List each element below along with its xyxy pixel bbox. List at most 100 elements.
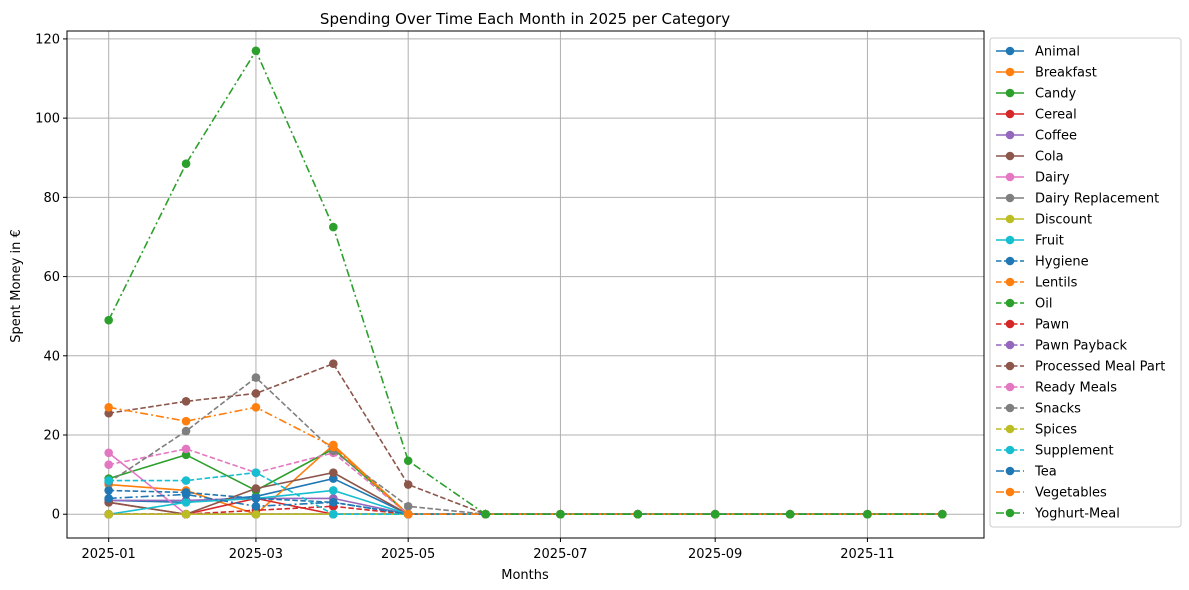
legend-marker — [1005, 67, 1015, 77]
legend-marker — [1005, 172, 1015, 182]
legend-label: Cola — [1035, 150, 1064, 165]
legend-entry: Supplement — [996, 444, 1114, 459]
data-point — [181, 476, 191, 485]
data-point — [104, 486, 113, 495]
y-tick-label: 40 — [43, 349, 60, 364]
y-tick-label: 80 — [43, 191, 60, 206]
data-point — [329, 474, 338, 483]
legend-marker — [1005, 46, 1015, 56]
data-point — [104, 315, 113, 325]
data-point — [104, 402, 113, 412]
y-tick-label: 0 — [52, 508, 60, 523]
data-point — [329, 486, 338, 495]
legend-label: Cereal — [1035, 108, 1077, 123]
data-point — [104, 476, 113, 485]
data-point — [181, 444, 191, 454]
legend-label: Animal — [1035, 45, 1080, 60]
x-tick-label: 2025-09 — [688, 547, 742, 562]
series-ready-meals — [104, 444, 947, 519]
legend-entry: Dairy — [996, 171, 1070, 186]
legend-label: Breakfast — [1035, 66, 1097, 81]
series-line — [108, 489, 943, 516]
data-point — [181, 509, 191, 519]
legend-entry: Cereal — [996, 108, 1077, 123]
legend-label: Dairy — [1035, 171, 1070, 186]
legend-marker — [1005, 193, 1015, 203]
legend-marker — [1005, 445, 1015, 455]
x-tick-label: 2025-03 — [229, 547, 283, 562]
legend-entry: Cola — [996, 150, 1064, 165]
series-dairy — [104, 448, 947, 519]
legend-label: Candy — [1035, 87, 1077, 102]
legend-label: Hygiene — [1035, 255, 1089, 270]
legend-label: Ready Meals — [1035, 381, 1117, 396]
data-point — [863, 509, 872, 519]
data-point — [329, 498, 338, 507]
data-point — [104, 460, 113, 470]
series-processed-meal-part — [104, 359, 947, 519]
x-tick-label: 2025-11 — [840, 547, 894, 562]
legend-entry: Coffee — [996, 129, 1077, 144]
series-breakfast — [104, 440, 947, 519]
legend-entry: Processed Meal Part — [996, 360, 1165, 375]
data-point — [329, 359, 338, 369]
legend-marker — [1005, 340, 1015, 350]
legend-marker — [1005, 109, 1015, 119]
series-line — [108, 447, 943, 516]
data-point — [104, 448, 113, 458]
series-line — [108, 376, 943, 516]
legend-label: Tea — [1034, 465, 1057, 480]
data-point — [633, 509, 643, 519]
x-tick-label: 2025-01 — [82, 547, 136, 562]
legend-marker — [1005, 256, 1015, 266]
legend-label: Pawn — [1035, 318, 1069, 333]
data-point — [251, 373, 261, 382]
data-point — [329, 442, 338, 452]
legend-entry: Fruit — [996, 234, 1064, 249]
data-point — [181, 498, 191, 507]
data-point — [403, 509, 413, 519]
legend-marker — [1005, 508, 1015, 518]
legend-entry: Tea — [996, 465, 1057, 480]
legend-label: Oil — [1035, 297, 1052, 312]
legend-entry: Discount — [996, 213, 1092, 228]
x-tick-label: 2025-07 — [533, 547, 587, 562]
legend-frame — [989, 37, 1182, 528]
legend-label: Lentils — [1035, 276, 1078, 291]
data-point — [251, 484, 261, 493]
legend-label: Fruit — [1035, 234, 1064, 249]
y-axis-label: Spent Money in € — [9, 229, 24, 342]
data-point — [556, 509, 565, 519]
legend-entry: Lentils — [996, 276, 1078, 291]
legend-label: Processed Meal Part — [1035, 360, 1165, 375]
legend-label: Discount — [1035, 213, 1092, 228]
series-layer — [104, 46, 947, 519]
legend-marker — [1005, 214, 1015, 224]
axis-ticks: 0 20 40 60 80 100 120 2025-01 2025-03 2025-05 2025… — [35, 32, 894, 562]
data-point — [251, 502, 261, 511]
legend-entry: Yoghurt-Meal — [996, 507, 1120, 522]
legend-marker — [1005, 466, 1015, 476]
legend-label: Vegetables — [1035, 486, 1107, 501]
data-point — [785, 509, 795, 519]
legend-entry: Candy — [996, 87, 1077, 102]
legend-entry: Spices — [996, 423, 1077, 438]
series-line — [108, 448, 943, 516]
legend-entry: Ready Meals — [996, 381, 1117, 396]
legend-marker — [1005, 403, 1015, 413]
chart-title: Spending Over Time Each Month in 2025 pe… — [320, 10, 730, 28]
legend-marker — [1005, 277, 1015, 287]
legend-entry: Snacks — [996, 402, 1081, 417]
data-point — [181, 450, 191, 460]
grid-lines — [67, 31, 984, 538]
data-point — [104, 509, 113, 519]
data-point — [181, 490, 191, 499]
legend-entry: Pawn — [996, 318, 1069, 333]
legend-label: Pawn Payback — [1035, 339, 1128, 354]
legend-label: Supplement — [1035, 444, 1114, 459]
data-point — [104, 408, 113, 418]
series-line — [108, 489, 943, 516]
x-axis-label: Months — [501, 568, 549, 583]
data-point — [251, 402, 261, 412]
